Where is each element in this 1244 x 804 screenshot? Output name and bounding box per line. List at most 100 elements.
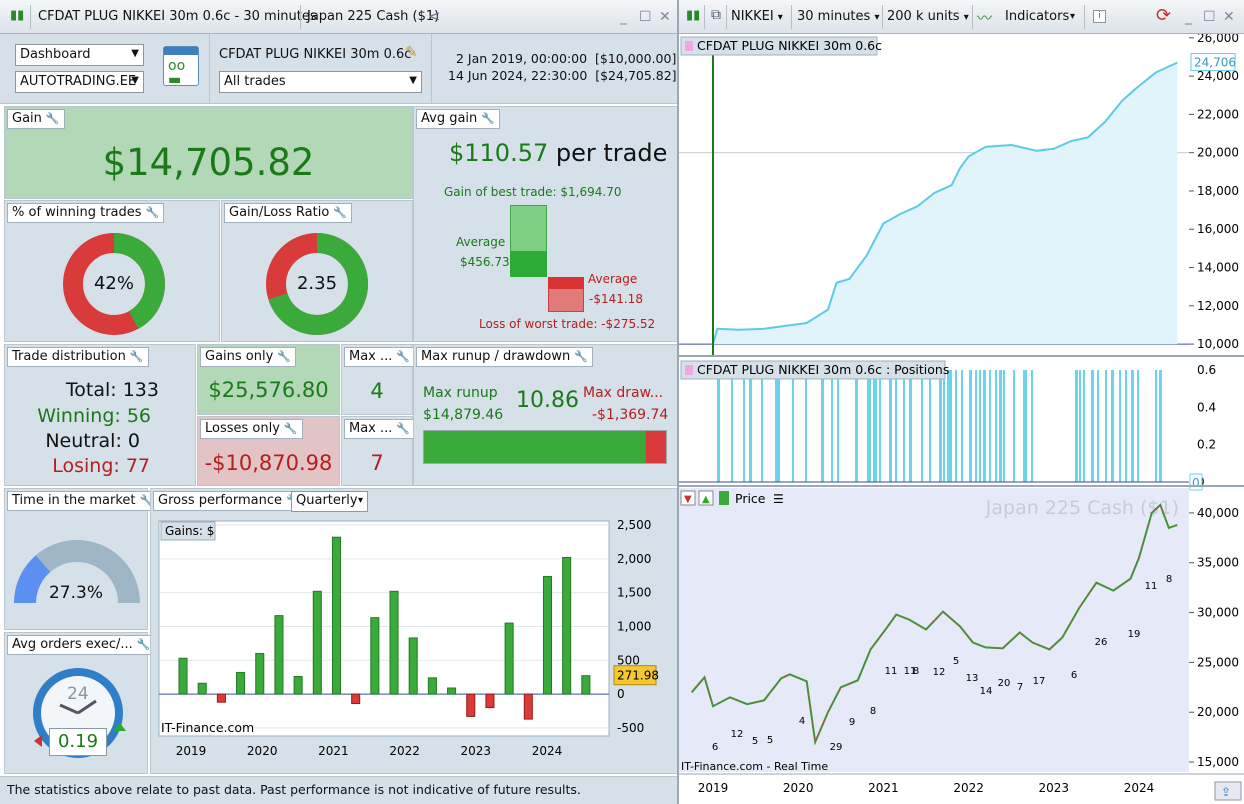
trades-select[interactable]: All trades ▼ <box>219 71 422 93</box>
max-wins-value: 4 <box>370 379 384 403</box>
sell-arrow-icon <box>680 490 696 506</box>
position-bar <box>1097 370 1099 482</box>
position-bar <box>761 370 763 482</box>
gross-bar <box>236 671 246 695</box>
strategy-name: CFDAT PLUG NIKKEI 30m 0.6c <box>219 47 412 62</box>
share-icon[interactable]: ⋖ <box>428 7 441 25</box>
minimize-icon[interactable]: _ <box>620 9 627 25</box>
trade-count-label: 8 <box>870 706 876 717</box>
close-icon[interactable]: ✕ <box>1223 9 1235 25</box>
position-bar <box>961 370 963 482</box>
trade-count-label: 5 <box>752 736 758 747</box>
buy-arrow-glyph: ▲ <box>702 494 710 505</box>
timeframe-select[interactable]: 30 minutes ▾ <box>797 9 880 24</box>
runup-value: $14,879.46 <box>423 407 504 423</box>
window-title: CFDAT PLUG NIKKEI 30m 0.6c - 30 minutes <box>38 9 317 24</box>
gain-value: $14,705.82 <box>102 141 315 184</box>
gross-title[interactable]: Gross performance🔧 <box>153 491 305 511</box>
strategy-settings-icon[interactable]: oo ▬ <box>163 46 199 87</box>
max-wins-title[interactable]: Max ... 🔧 <box>344 347 416 367</box>
trade-count-label: 12 <box>731 729 744 740</box>
gl-ratio-donut <box>266 233 368 335</box>
equity-y-tick: 10,000 <box>1197 337 1239 351</box>
account-select[interactable]: AUTOTRADING.EE ▼ <box>15 71 144 93</box>
position-bar <box>1131 370 1134 482</box>
period-select[interactable]: Quarterly ▾ <box>291 491 368 512</box>
minimize-icon[interactable]: _ <box>1185 9 1192 25</box>
distribution-panel: Trade distribution 🔧 Total: 133 Winning: … <box>4 344 196 486</box>
gl-ratio-title[interactable]: Gain/Loss Ratio 🔧 <box>224 203 352 223</box>
list-icon: ☰ <box>773 492 784 506</box>
gross-bar <box>293 676 303 695</box>
link-icon[interactable]: ⧉ <box>711 7 721 23</box>
equity-y-tick: 22,000 <box>1197 107 1239 121</box>
position-bar <box>979 370 981 482</box>
gross-performance-chart: -500 0 500 1,000 1,500 2,000 2,500 2019 2020 2021… <box>158 518 659 758</box>
equity-y-tick: 18,000 <box>1197 184 1239 198</box>
trade-count-label: 11 <box>1145 581 1158 592</box>
position-bar <box>837 370 839 482</box>
avg-win-value: $456.73 <box>460 255 510 269</box>
gain-title[interactable]: Gain 🔧 <box>7 109 65 129</box>
position-bar <box>949 370 952 482</box>
positions-y-tick: 0.4 <box>1197 400 1216 414</box>
winning-title[interactable]: % of winning trades 🔧 <box>7 203 165 223</box>
position-bar <box>777 370 780 482</box>
scroll-right-glyph: ⇪ <box>1221 785 1231 799</box>
max-losses-title[interactable]: Max ... 🔧 <box>344 419 416 439</box>
position-bar <box>1119 370 1121 482</box>
price-legend: Price <box>735 491 766 506</box>
maximize-icon[interactable]: ☐ <box>1203 9 1216 25</box>
losses-only-panel: Losses only 🔧 -$10,870.98 <box>197 416 340 486</box>
indicators-dropdown-icon[interactable]: ▾ <box>1070 11 1076 22</box>
position-bar <box>903 370 905 482</box>
refresh-icon[interactable]: ⟳ <box>1156 5 1172 26</box>
gains-only-title[interactable]: Gains only 🔧 <box>200 347 296 367</box>
wrench-icon: 🔧 <box>277 350 291 363</box>
equity-area <box>713 62 1178 345</box>
gross-bar <box>523 693 533 720</box>
winning-trades: Winning: 56 <box>37 405 151 427</box>
runup-title[interactable]: Max runup / drawdown 🔧 <box>416 347 593 367</box>
trade-count-label: 11 <box>904 666 917 677</box>
position-bar <box>1023 370 1026 482</box>
price-y-tick: 30,000 <box>1197 606 1239 620</box>
time-market-title[interactable]: Time in the market 🔧 <box>7 491 159 511</box>
losing-trades: Losing: 77 <box>52 455 150 477</box>
view-select[interactable]: Dashboard ▼ <box>15 44 144 66</box>
trade-count-label: 9 <box>849 717 855 728</box>
right-window-titlebar: ▮▮ ⧉ NIKKEI ▾ 30 minutes ▾ 200 k units ▾… <box>679 0 1244 34</box>
indicators-button[interactable]: Indicators <box>1005 9 1070 24</box>
position-bar <box>1159 370 1162 482</box>
wrench-icon: 🔧 <box>45 112 60 125</box>
edit-pencil-icon[interactable]: ✎ <box>405 43 418 61</box>
disclaimer-bar: The statistics above relate to past data… <box>0 776 678 804</box>
period-start: 2 Jan 2019, 00:00:00 [$10,000.00] <box>456 51 677 66</box>
equity-last-value: 24,706 <box>1194 56 1236 70</box>
gross-y-tick: 0 <box>617 687 625 701</box>
trade-count-label: 26 <box>1095 637 1108 648</box>
maximize-icon[interactable]: ☐ <box>639 9 652 25</box>
distribution-title[interactable]: Trade distribution 🔧 <box>7 347 149 367</box>
position-bar <box>1105 370 1107 482</box>
losses-only-title[interactable]: Losses only 🔧 <box>200 419 303 439</box>
runup-ratio: 10.86 <box>516 388 579 413</box>
position-bar <box>1031 370 1033 482</box>
gross-x-tick: 2022 <box>389 744 420 758</box>
trade-count-label: 7 <box>1017 682 1023 693</box>
info-icon[interactable]: i <box>1093 10 1106 23</box>
position-bar <box>1111 370 1114 482</box>
gross-bar <box>274 615 284 695</box>
losses-only-value: -$10,870.98 <box>204 451 333 475</box>
indicators-icon[interactable]: 〰 <box>977 9 993 27</box>
runup-label: Max runup <box>423 385 498 401</box>
wrench-icon: 🔧 <box>145 206 160 219</box>
gross-bar <box>408 637 418 695</box>
gross-bar <box>466 693 476 717</box>
avg-gain-title[interactable]: Avg gain 🔧 <box>416 109 500 129</box>
position-bar <box>1013 370 1015 482</box>
avg-orders-title[interactable]: Avg orders exec/... 🔧 <box>7 635 156 655</box>
close-icon[interactable]: ✕ <box>659 9 671 25</box>
units-select[interactable]: 200 k units ▾ <box>887 9 969 24</box>
ticker-select[interactable]: NIKKEI ▾ <box>731 9 783 24</box>
